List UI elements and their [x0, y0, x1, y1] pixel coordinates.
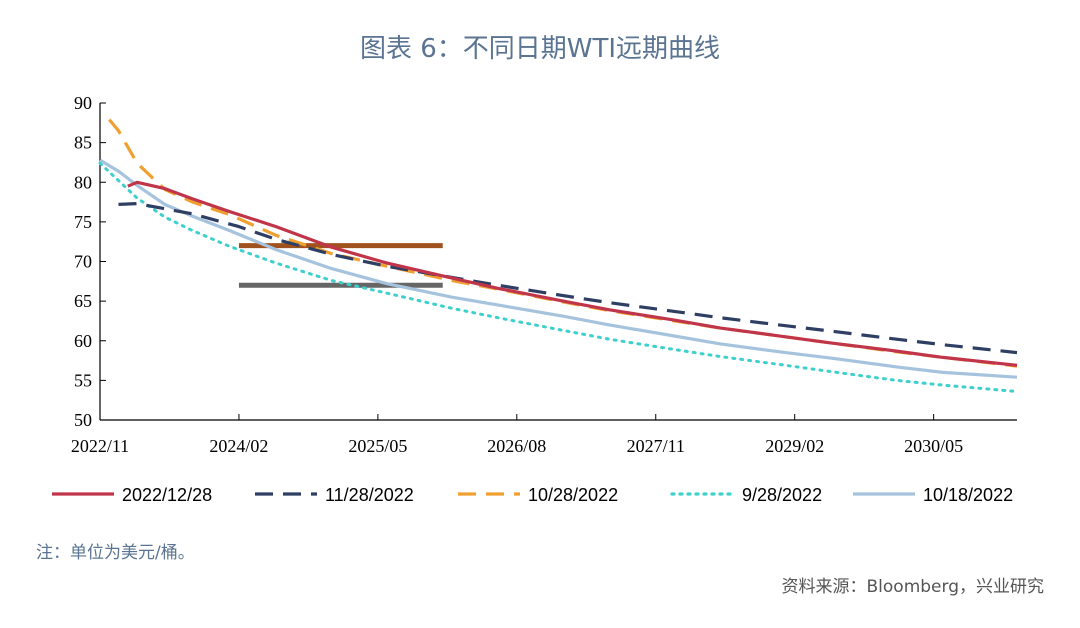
series-line — [118, 202, 1018, 355]
series-line — [108, 118, 1018, 368]
legend-label: 2022/12/28 — [122, 485, 212, 505]
x-tick-label: 2026/08 — [487, 436, 546, 456]
x-tick-label: 2030/05 — [904, 436, 963, 456]
x-tick-label: 2025/05 — [348, 436, 407, 456]
y-tick-label: 65 — [74, 291, 92, 311]
chart-title: 图表 6：不同日期WTI远期曲线 — [359, 34, 721, 64]
source-note: 资料来源：Bloomberg，兴业研究 — [781, 577, 1044, 597]
legend-label: 10/28/2022 — [528, 485, 618, 505]
series-line — [127, 180, 1018, 367]
series-lines — [98, 118, 1019, 393]
y-tick-label: 80 — [74, 172, 92, 192]
series-line — [98, 161, 1019, 393]
y-tick-label: 90 — [74, 93, 92, 113]
chart-axes: 50 55 60 65 70 75 80 85 90 2022/11 2024/02 2025/05 2… — [71, 93, 1017, 456]
y-tick-label: 55 — [74, 370, 92, 390]
x-tick-label: 2027/11 — [627, 436, 685, 456]
legend-label: 11/28/2022 — [325, 485, 414, 505]
legend-label: 9/28/2022 — [742, 485, 822, 505]
chart-legend: 2022/12/28 11/28/2022 10/28/2022 9/28/2022 1… — [52, 485, 1013, 505]
reference-lines — [238, 243, 443, 288]
y-tick-label: 70 — [74, 252, 92, 272]
y-tick-label: 85 — [74, 133, 92, 153]
series-line — [99, 158, 1018, 379]
y-tick-label: 50 — [74, 410, 92, 430]
y-tick-label: 60 — [74, 331, 92, 351]
unit-note: 注：单位为美元/桶。 — [36, 543, 195, 563]
y-tick-label: 75 — [74, 212, 92, 232]
x-tick-label: 2022/11 — [71, 436, 129, 456]
legend-label: 10/18/2022 — [923, 485, 1013, 505]
x-tick-label: 2029/02 — [765, 436, 824, 456]
x-tick-label: 2024/02 — [209, 436, 268, 456]
